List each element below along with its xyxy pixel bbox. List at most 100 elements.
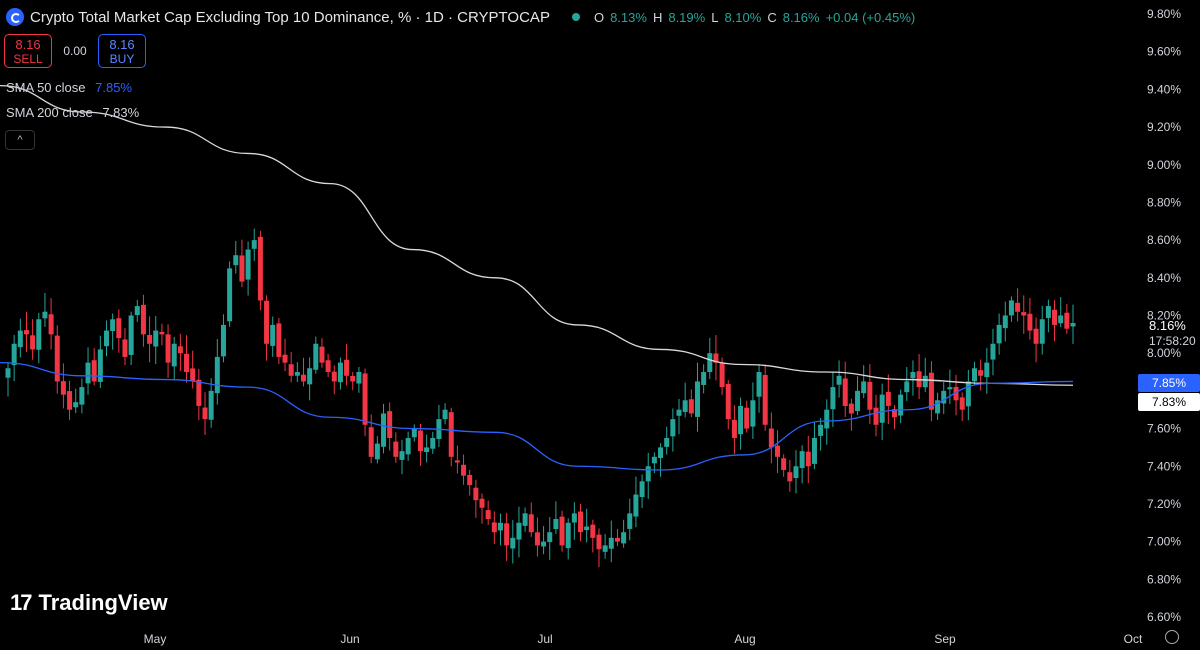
settings-gear-icon[interactable]	[1165, 630, 1179, 644]
candle-body	[799, 451, 805, 468]
candle-body	[140, 304, 146, 335]
x-tick-label: Sep	[934, 632, 956, 646]
y-tick-label: 7.40%	[1147, 459, 1181, 473]
candle-body	[658, 447, 664, 459]
sma50-price-tag: 7.85%	[1138, 374, 1200, 392]
candle-body	[571, 513, 577, 523]
candle-body	[978, 370, 984, 376]
sma200-line	[0, 84, 1074, 386]
candle-body	[879, 394, 885, 423]
candle-body	[257, 236, 263, 301]
candle-body	[381, 413, 387, 447]
candle-body	[972, 368, 978, 382]
x-tick-label: May	[144, 632, 167, 646]
candle-body	[701, 372, 707, 385]
brand-name: TradingView	[38, 590, 168, 615]
candle-body	[313, 343, 319, 370]
candle-body	[448, 412, 454, 457]
collapse-legend-button[interactable]: ^	[5, 130, 35, 150]
y-tick-label: 8.00%	[1147, 346, 1181, 360]
y-tick-label: 9.00%	[1147, 158, 1181, 172]
market-status-icon	[571, 13, 580, 21]
candle-body	[608, 537, 614, 549]
candle-body	[60, 381, 66, 395]
candle-body	[165, 334, 171, 363]
y-tick-label: 9.80%	[1147, 7, 1181, 21]
candle-body	[147, 334, 153, 344]
candle-body	[1064, 312, 1070, 329]
candle-body	[1052, 309, 1058, 325]
candle-body	[214, 356, 220, 394]
tradingview-logo[interactable]: 17 TradingView	[10, 590, 168, 616]
candle-body	[479, 498, 485, 508]
candle-body	[651, 456, 657, 464]
sma200-legend[interactable]: SMA 200 close 7.83%	[6, 105, 139, 120]
candle-body	[17, 330, 23, 348]
candle-body	[528, 514, 534, 533]
sma50-legend[interactable]: SMA 50 close 7.85%	[6, 80, 132, 95]
candle-body	[1070, 323, 1076, 327]
candle-body	[1039, 319, 1045, 344]
candle-body	[756, 372, 762, 397]
buy-label: BUY	[109, 52, 135, 66]
candle-body	[405, 437, 411, 455]
candle-body	[411, 428, 417, 438]
candle-body	[935, 400, 941, 414]
candle-body	[818, 424, 824, 436]
candle-body	[793, 466, 799, 479]
candle-body	[23, 330, 29, 335]
candle-body	[510, 537, 516, 549]
candle-body	[738, 405, 744, 435]
candle-body	[867, 381, 873, 410]
candle-body	[1027, 313, 1033, 331]
candle-body	[842, 378, 848, 406]
spread-value: 0.00	[63, 44, 87, 58]
candle-body	[725, 383, 731, 420]
candle-body	[36, 319, 42, 350]
candle-body	[116, 318, 122, 339]
candle-body	[855, 390, 861, 412]
candle-body	[350, 375, 356, 382]
candle-body	[553, 519, 559, 529]
candle-body	[848, 403, 854, 414]
candle-body	[331, 371, 337, 382]
candle-body	[319, 346, 325, 363]
candle-body	[959, 397, 965, 410]
sma50-value: 7.85%	[95, 80, 132, 95]
y-tick-label: 8.20%	[1147, 309, 1181, 323]
candle-body	[596, 534, 602, 550]
candle-body	[42, 311, 48, 319]
chart-header: Crypto Total Market Cap Excluding Top 10…	[6, 6, 915, 28]
y-tick-label: 8.60%	[1147, 233, 1181, 247]
candle-body	[787, 472, 793, 482]
candle-body	[1021, 312, 1027, 316]
candle-body	[633, 494, 639, 517]
candle-body	[11, 343, 17, 366]
candle-body	[171, 343, 177, 367]
candle-body	[627, 513, 633, 529]
candle-body	[584, 526, 590, 531]
candle-body	[122, 339, 128, 357]
symbol-title[interactable]: Crypto Total Market Cap Excluding Top 10…	[30, 8, 550, 26]
candle-body	[590, 524, 596, 538]
candle-body	[775, 445, 781, 457]
candle-body	[1058, 315, 1064, 324]
candle-body	[621, 532, 627, 544]
candle-body	[947, 387, 953, 390]
candle-body	[393, 441, 399, 457]
candle-body	[67, 391, 73, 410]
buy-button[interactable]: 8.16 BUY	[98, 34, 146, 68]
candle-body	[578, 511, 584, 533]
x-tick-label: Jun	[340, 632, 359, 646]
sma200-label: SMA 200 close	[6, 105, 93, 120]
sell-button[interactable]: 8.16 SELL	[4, 34, 52, 68]
candle-body	[128, 315, 134, 355]
candle-body	[904, 381, 910, 393]
candle-body	[805, 451, 811, 467]
candle-body	[442, 409, 448, 420]
candle-body	[251, 240, 257, 249]
current-price-label: 8.16%	[1149, 318, 1186, 333]
candle-body	[134, 306, 140, 316]
ohlc-close: 8.16%	[782, 9, 820, 25]
